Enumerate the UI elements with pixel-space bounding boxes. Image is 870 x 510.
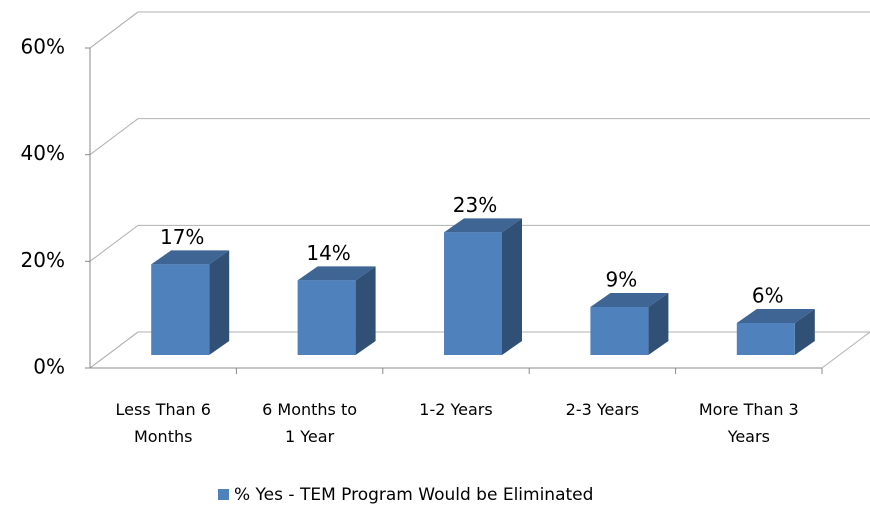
value-label: 14% bbox=[306, 241, 350, 265]
value-label: 23% bbox=[453, 193, 497, 217]
bar-top bbox=[151, 250, 230, 265]
x-tick-label: More Than 3 Years bbox=[699, 400, 799, 446]
x-tick-line: 1 Year bbox=[285, 427, 335, 446]
legend-swatch bbox=[218, 489, 229, 500]
bar-top bbox=[297, 266, 376, 281]
x-tick-line: 6 Months to bbox=[262, 400, 357, 419]
grid-line bbox=[89, 224, 870, 262]
bar bbox=[444, 232, 502, 355]
bar bbox=[297, 280, 356, 355]
x-tick-line: More Than 3 bbox=[699, 400, 799, 419]
bar bbox=[590, 307, 649, 355]
bar-side bbox=[502, 218, 522, 355]
grid-line bbox=[89, 11, 870, 49]
value-label: 6% bbox=[752, 284, 784, 308]
x-tick-label: 2-3 Years bbox=[566, 400, 639, 419]
bar-top bbox=[590, 293, 669, 307]
value-label: 17% bbox=[160, 225, 204, 249]
bar-side bbox=[648, 293, 669, 355]
x-tick-line: Years bbox=[727, 427, 770, 446]
bar bbox=[736, 323, 795, 355]
y-tick-label: 60% bbox=[21, 35, 65, 59]
x-tick-label: 1-2 Years bbox=[419, 400, 492, 419]
y-tick-label: 40% bbox=[21, 141, 65, 165]
x-tick-line: Less Than 6 bbox=[116, 400, 211, 419]
value-label: 9% bbox=[606, 268, 638, 292]
bar-top bbox=[736, 309, 815, 323]
bar-top bbox=[444, 218, 522, 233]
bar bbox=[151, 264, 210, 355]
bar-side bbox=[794, 309, 815, 355]
x-tick-line: 1-2 Years bbox=[419, 400, 492, 419]
legend-label: % Yes - TEM Program Would be Eliminated bbox=[234, 485, 593, 505]
x-tick-label: Less Than 6 Months bbox=[116, 400, 211, 446]
x-tick-line: 2-3 Years bbox=[566, 400, 639, 419]
x-tick-line: Months bbox=[134, 427, 192, 446]
bar-side bbox=[209, 250, 230, 355]
y-tick-label: 0% bbox=[33, 355, 65, 379]
grid-line bbox=[89, 118, 870, 156]
bar-side bbox=[355, 266, 376, 355]
x-tick-label: 6 Months to 1 Year bbox=[262, 400, 357, 446]
y-tick-label: 20% bbox=[21, 248, 65, 272]
